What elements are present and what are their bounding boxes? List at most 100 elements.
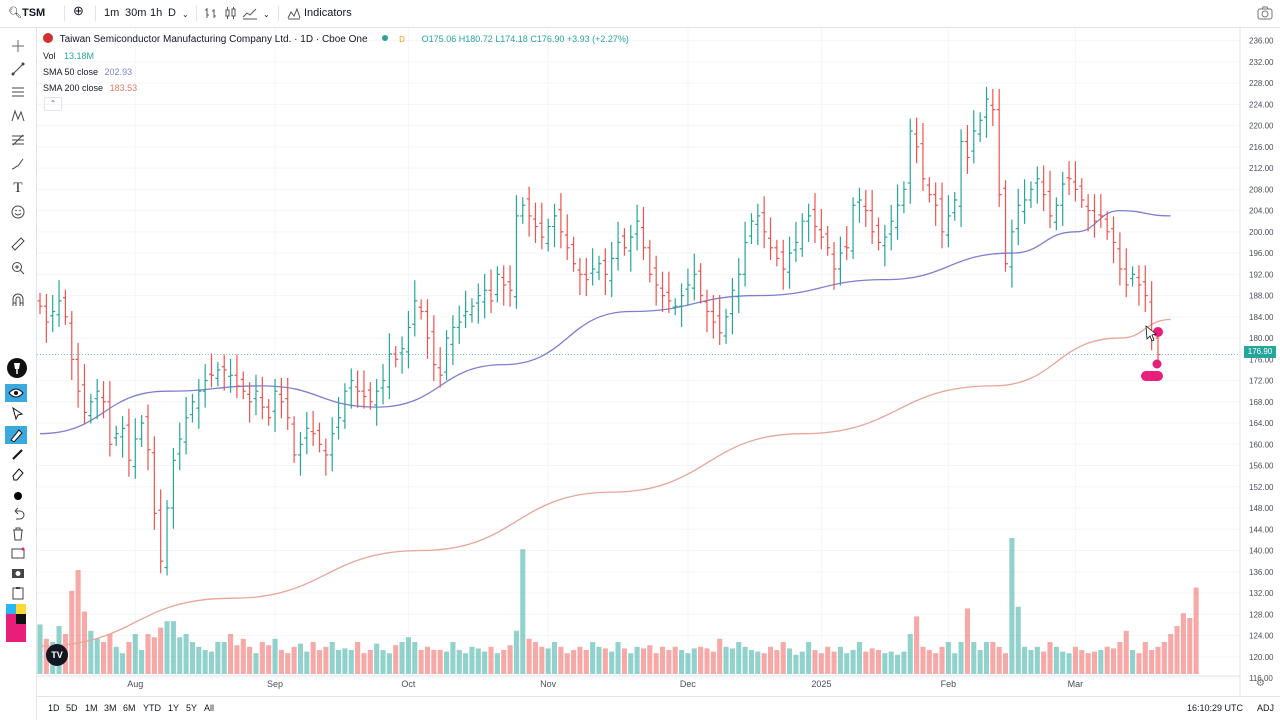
volume-bar [844,653,850,674]
volume-bar [1168,634,1174,674]
volume-bar [526,638,532,674]
indicators-button[interactable]: Indicators [304,7,352,19]
camera-icon[interactable] [1257,6,1273,24]
volume-bar [469,646,475,674]
adjust-toggle[interactable]: ADJ [1257,703,1275,713]
range-3m[interactable]: 3M [104,703,117,713]
x-tick-label: Oct [401,679,416,689]
zoom-icon[interactable] [10,260,26,276]
trash-icon[interactable] [10,526,26,542]
legend-sma50-label: SMA 50 close [43,67,99,77]
ohlc-bar [888,204,894,251]
pointer-icon[interactable] [10,406,26,422]
ohlc-bar [272,378,278,433]
range-ytd[interactable]: YTD [143,703,161,713]
range-5y[interactable]: 5Y [186,703,198,713]
eraser-icon[interactable] [10,466,26,482]
ohlc-bar [221,354,227,391]
range-1m[interactable]: 1M [85,703,98,713]
area-style-icon[interactable] [242,6,258,24]
y-tick-label: 136.00 [1249,568,1274,577]
top-toolbar: 🔍︎ TSM ⊕ 1m 30m 1h D ⌄ ⌄ Indicators [0,0,1280,28]
volume-bar [634,646,640,674]
volume-bar [348,650,354,674]
range-6m[interactable]: 6M [123,703,136,713]
annotation-pen-icon[interactable] [5,356,29,380]
pattern-icon[interactable] [10,108,26,124]
color-dot-icon[interactable] [10,488,26,504]
ruler-icon[interactable] [10,236,26,252]
brush-icon[interactable] [10,156,26,172]
ohlc-bar [145,404,151,471]
range-1y[interactable]: 1Y [168,703,180,713]
ohlc-bar [1098,194,1104,229]
color-palette[interactable] [6,604,26,642]
symbol-search[interactable]: TSM [22,7,46,19]
ohlc-bar [780,239,786,290]
indicators-icon[interactable] [287,6,301,24]
add-symbol-icon[interactable]: ⊕ [73,3,84,18]
volume-bar [139,650,145,674]
volume-bar [386,653,392,674]
volume-bar [1079,650,1085,674]
volume-bar [259,642,265,674]
volume-bar [1187,618,1193,674]
ohlc-bar [317,422,322,453]
horizontal-lines-icon[interactable] [10,84,26,100]
volume-bar [1066,653,1072,674]
magnet-icon[interactable] [10,292,26,308]
interval-30m[interactable]: 30m [125,7,147,19]
volume-bar [285,653,291,674]
range-1d[interactable]: 1D [48,703,60,713]
volume-bar [666,650,672,674]
range-all[interactable]: All [204,703,215,713]
highlighter-icon[interactable] [5,426,27,444]
bars-style-icon[interactable] [204,6,218,24]
ohlc-bar [793,221,799,263]
settings-icon[interactable]: ⚙ [1256,678,1265,689]
y-tick-label: 164.00 [1249,419,1274,428]
volume-bar [825,646,831,674]
pencil-icon[interactable] [10,446,26,462]
collapse-legend-icon[interactable]: ⌃ [44,97,62,111]
ohlc-bar [1003,180,1009,272]
legend-sma200-label: SMA 200 close [43,83,104,93]
undo-icon[interactable] [10,506,26,522]
chevron-down-icon[interactable]: ⌄ [182,10,189,19]
ohlc-bar [456,305,462,344]
search-icon[interactable]: 🔍︎ [8,7,22,19]
ohlc-bar [418,299,424,320]
crosshair-icon[interactable] [10,38,26,54]
volume-bar [983,642,990,674]
clock-time[interactable]: 16:10:29 UTC [1187,703,1244,713]
trend-line-icon[interactable] [10,61,26,77]
text-tool-icon[interactable]: T [13,179,23,196]
range-5d[interactable]: 5D [66,703,78,713]
volume-bar [1091,651,1098,674]
ohlc-bar [386,333,392,400]
eye-icon[interactable] [5,384,27,402]
y-tick-label: 152.00 [1249,483,1274,492]
volume-bar [1009,538,1015,674]
clipboard-icon[interactable] [10,585,26,601]
ohlc-bar [634,204,640,251]
ohlc-bar [1085,194,1091,232]
legend-sma200-value: 183.53 [109,83,138,93]
screen-capture-icon[interactable] [10,545,26,561]
ohlc-bar [876,217,881,251]
interval-1h[interactable]: 1h [150,7,163,19]
volume-bar [907,634,913,674]
volume-bar [1085,653,1091,674]
volume-bar [628,653,634,674]
candles-style-icon[interactable] [224,6,238,24]
fib-icon[interactable] [10,132,26,148]
interval-d[interactable]: D [168,7,176,19]
camera-icon[interactable] [10,565,26,581]
chevron-down-icon[interactable]: ⌄ [263,10,270,19]
interval-1m[interactable]: 1m [104,7,120,19]
volume-bar [418,650,424,674]
emoji-icon[interactable] [10,204,26,220]
ohlc-bar [183,397,189,455]
ohlc-bar [1015,188,1021,246]
